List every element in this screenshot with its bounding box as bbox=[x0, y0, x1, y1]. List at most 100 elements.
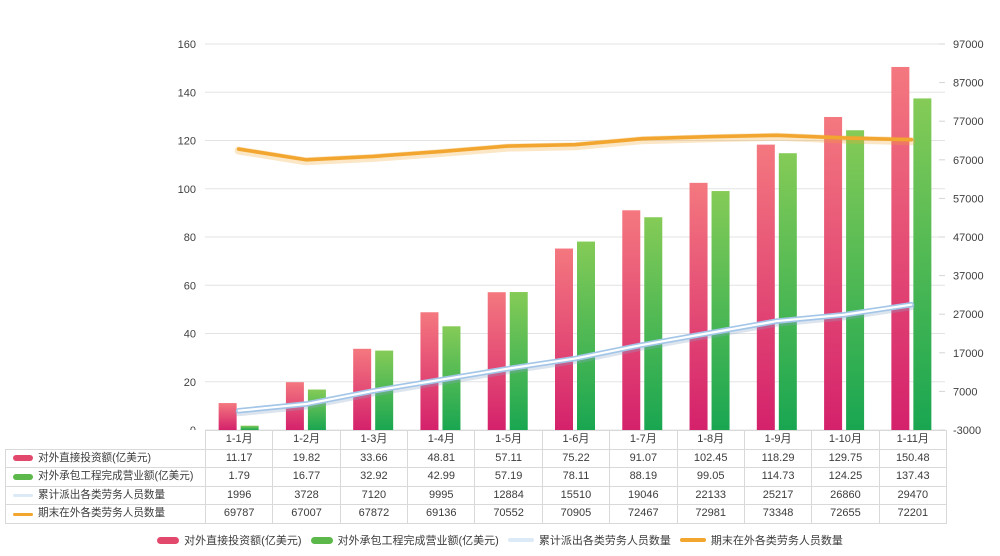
table-cell: 48.81 bbox=[407, 448, 476, 469]
bar bbox=[487, 292, 506, 430]
table-cell: 15510 bbox=[541, 485, 611, 506]
column-header: 1-9月 bbox=[743, 430, 813, 450]
left-axis-tick-label: 80 bbox=[184, 232, 196, 244]
left-axis-tick-label: 120 bbox=[178, 136, 196, 148]
bar bbox=[711, 191, 730, 430]
bar bbox=[353, 348, 372, 430]
table-cell: 72467 bbox=[609, 504, 678, 524]
table-cell: 1.79 bbox=[204, 467, 274, 487]
left-axis-tick-label: 60 bbox=[184, 280, 196, 292]
row-label-cell: 期末在外各类劳务人员数量 bbox=[5, 504, 206, 524]
right-axis-tick-label: 47000 bbox=[953, 232, 984, 244]
line-series-swatch-icon bbox=[507, 538, 534, 542]
line-series-swatch-icon bbox=[679, 538, 706, 542]
table-row: 对外承包工程完成营业额(亿美元) 1.79 16.77 32.92 42.99 57.19… bbox=[5, 467, 947, 487]
bar bbox=[913, 98, 932, 430]
column-header: 1-7月 bbox=[609, 430, 678, 450]
bar-series-swatch-icon bbox=[157, 536, 180, 544]
column-header: 1-6月 bbox=[541, 430, 611, 450]
right-axis-tick-label: 7000 bbox=[953, 386, 977, 398]
bar bbox=[509, 292, 528, 430]
legend-item: 累计派出各类劳务人员数量 bbox=[507, 532, 671, 548]
column-header: 1-11月 bbox=[878, 430, 947, 450]
right-axis-tick-label: 67000 bbox=[953, 155, 984, 167]
table-cell: 102.45 bbox=[676, 448, 745, 469]
row-label-cell: 对外直接投资额(亿美元) bbox=[5, 448, 206, 469]
series-name: 对外承包工程完成营业额(亿美元) bbox=[38, 470, 194, 483]
table-cell: 16.77 bbox=[272, 467, 341, 487]
bar bbox=[218, 403, 237, 430]
row-label-cell: 累计派出各类劳务人员数量 bbox=[5, 485, 206, 506]
table-cell: 118.29 bbox=[743, 448, 813, 469]
table-cell: 137.43 bbox=[878, 467, 947, 487]
legend-item: 期末在外各类劳务人员数量 bbox=[679, 532, 843, 548]
bar-series-swatch-icon bbox=[13, 455, 33, 462]
legend-label: 累计派出各类劳务人员数量 bbox=[538, 535, 671, 547]
table-cell: 26860 bbox=[811, 485, 880, 506]
table-cell: 75.22 bbox=[541, 448, 611, 469]
table-cell: 73348 bbox=[743, 504, 813, 524]
series-name: 期末在外各类劳务人员数量 bbox=[38, 507, 166, 520]
bar-series-swatch-icon bbox=[310, 536, 333, 544]
table-cell: 12884 bbox=[474, 485, 543, 506]
table-cell: 57.11 bbox=[474, 448, 543, 469]
right-axis-tick-label: 37000 bbox=[953, 271, 984, 283]
table-cell: 19046 bbox=[609, 485, 678, 506]
bar bbox=[778, 153, 797, 431]
data-table: 1-1月 1-2月 1-3月 1-4月 1-5月 1-6月 1-7月 1-8月 1-9月 1-10… bbox=[5, 430, 947, 524]
legend-item: 对外直接投资额(亿美元) bbox=[157, 532, 302, 548]
left-axis-tick-label: 100 bbox=[178, 184, 196, 196]
table-cell: 72655 bbox=[811, 504, 880, 524]
column-header: 1-4月 bbox=[407, 430, 476, 450]
bar bbox=[891, 66, 910, 430]
table-cell: 67872 bbox=[339, 504, 409, 524]
left-axis-tick-label: 140 bbox=[178, 87, 196, 99]
table-cell: 33.66 bbox=[339, 448, 409, 469]
bar bbox=[240, 425, 259, 430]
line-series bbox=[237, 303, 913, 412]
bar bbox=[622, 210, 641, 430]
right-axis-tick-label: -3000 bbox=[953, 425, 981, 437]
right-axis-tick-label: 17000 bbox=[953, 348, 984, 360]
column-header: 1-5月 bbox=[474, 430, 543, 450]
table-cell: 70905 bbox=[541, 504, 611, 524]
right-axis-tick-label: 57000 bbox=[953, 193, 984, 205]
line-series-swatch-icon bbox=[13, 512, 33, 516]
table-header-row: 1-1月 1-2月 1-3月 1-4月 1-5月 1-6月 1-7月 1-8月 1-9月 1-10… bbox=[6, 430, 947, 450]
table-cell: 72201 bbox=[878, 504, 947, 524]
line-series bbox=[236, 133, 914, 162]
bar bbox=[577, 241, 595, 430]
series-name: 累计派出各类劳务人员数量 bbox=[38, 488, 166, 501]
row-label-cell: 对外承包工程完成营业额(亿美元) bbox=[5, 467, 206, 487]
right-axis-tick-label: 87000 bbox=[953, 78, 984, 90]
legend-label: 期末在外各类劳务人员数量 bbox=[710, 535, 843, 547]
table-cell: 22133 bbox=[676, 485, 745, 506]
table-cell: 32.92 bbox=[339, 467, 409, 487]
table-cell: 1996 bbox=[204, 485, 274, 506]
table-cell: 129.75 bbox=[811, 448, 880, 469]
right-axis-tick-label: 97000 bbox=[953, 39, 984, 51]
table-cell: 9995 bbox=[407, 485, 476, 506]
table-corner-blank bbox=[6, 431, 206, 450]
table-cell: 72981 bbox=[676, 504, 745, 524]
bar-series-swatch-icon bbox=[13, 473, 33, 480]
table-cell: 25217 bbox=[743, 485, 813, 506]
table-row: 累计派出各类劳务人员数量 1996 3728 7120 9995 12884 15510 19… bbox=[5, 485, 947, 506]
table-cell: 69136 bbox=[407, 504, 476, 524]
table-cell: 3728 bbox=[272, 485, 341, 506]
legend-label: 对外直接投资额(亿美元) bbox=[184, 535, 302, 547]
chart-legend: 对外直接投资额(亿美元) 对外承包工程完成营业额(亿美元) 累计派出各类劳务人员数量… bbox=[0, 532, 1000, 548]
bar bbox=[420, 312, 439, 430]
column-header: 1-3月 bbox=[339, 430, 409, 450]
table-cell: 114.73 bbox=[743, 467, 813, 487]
bar bbox=[644, 217, 663, 430]
table-cell: 124.25 bbox=[811, 467, 880, 487]
column-header: 1-8月 bbox=[676, 430, 745, 450]
table-cell: 42.99 bbox=[407, 467, 476, 487]
table-cell: 19.82 bbox=[272, 448, 341, 469]
legend-item: 对外承包工程完成营业额(亿美元) bbox=[310, 532, 499, 548]
table-row: 对外直接投资额(亿美元) 11.17 19.82 33.66 48.81 57.11 75.… bbox=[5, 448, 947, 469]
right-axis-tick-label: 27000 bbox=[953, 309, 984, 321]
